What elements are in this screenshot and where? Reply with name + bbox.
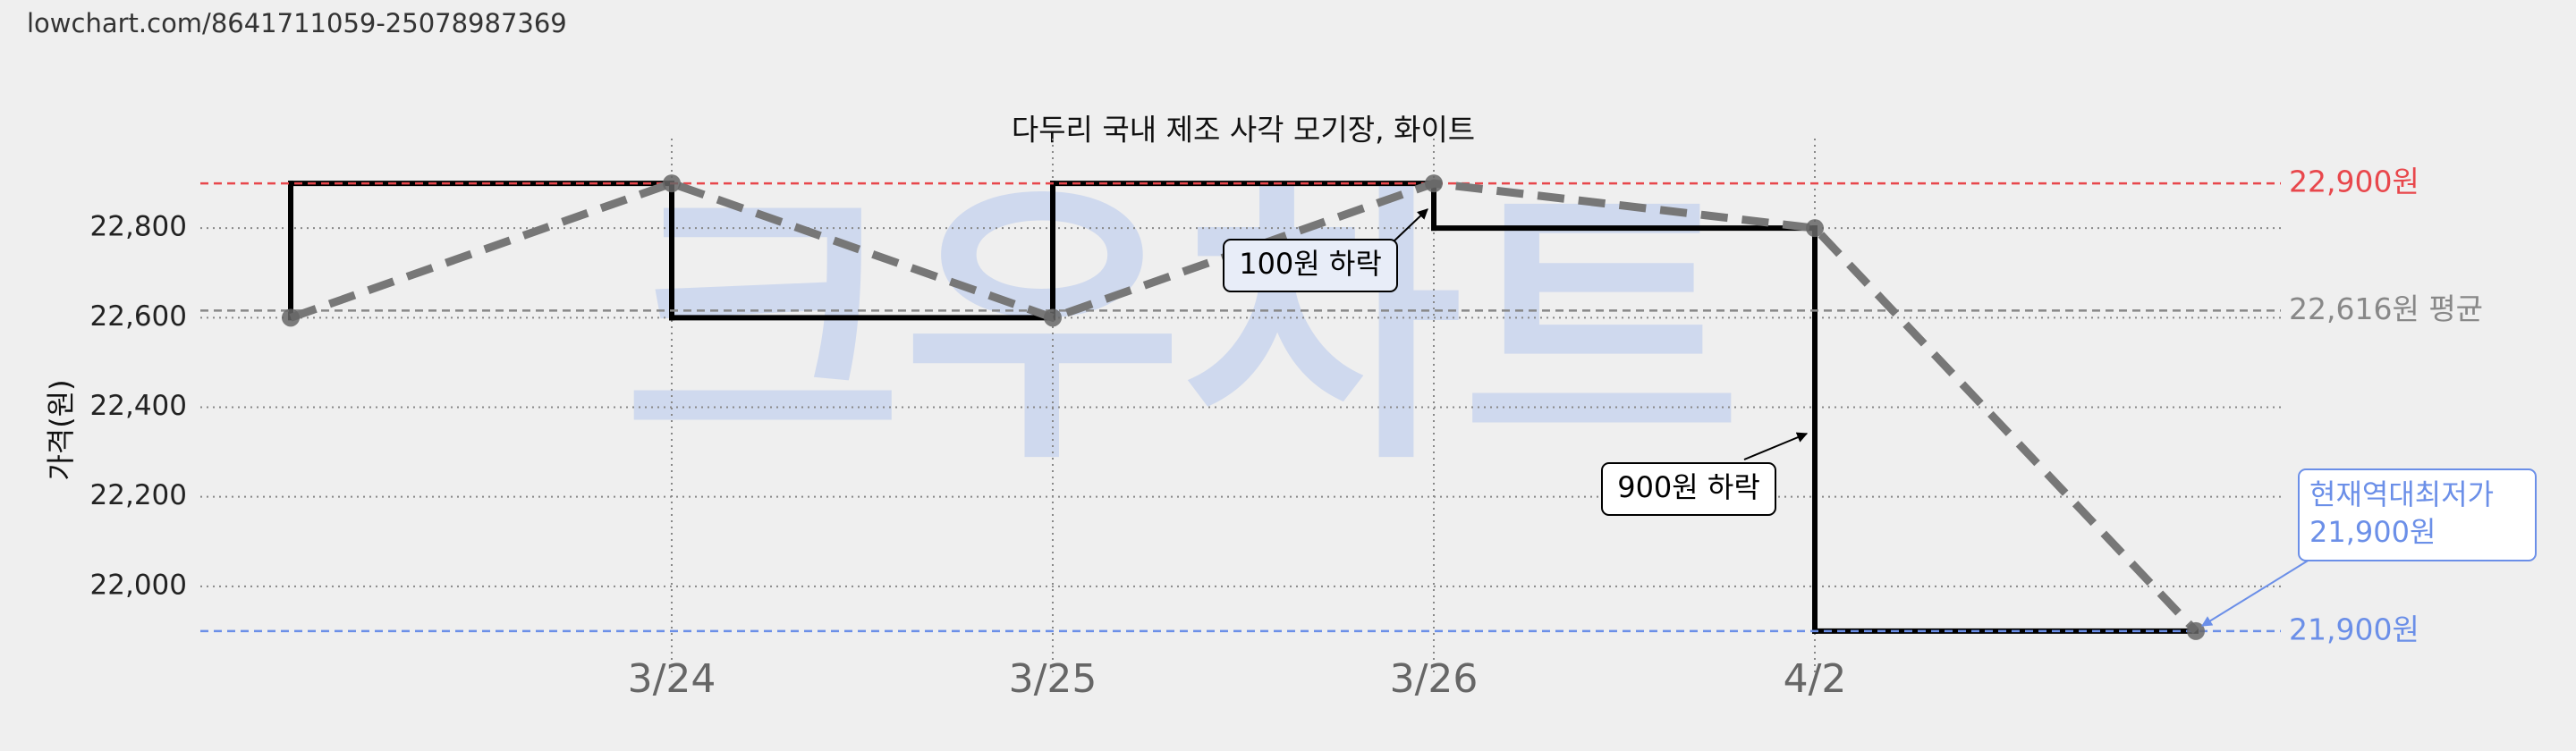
point bbox=[1806, 219, 1824, 238]
url: lowchart.com/8641711059-25078987369 bbox=[27, 8, 567, 38]
chart-title: 다두리 국내 제조 사각 모기장, 화이트 bbox=[1012, 113, 1475, 148]
x-tick-label: 3/26 bbox=[1390, 656, 1479, 702]
y-tick-label: 22,600 bbox=[90, 300, 187, 333]
point bbox=[663, 174, 681, 193]
reference-label: 21,900원 bbox=[2289, 612, 2419, 646]
y-tick-label: 22,200 bbox=[90, 479, 187, 511]
x-tick-label: 3/24 bbox=[628, 656, 716, 702]
y-tick-label: 22,000 bbox=[90, 569, 187, 601]
annotation-arrow bbox=[2200, 559, 2310, 627]
annotation-box bbox=[2298, 468, 2537, 561]
point bbox=[2187, 621, 2205, 640]
annotation-arrow bbox=[1391, 208, 1428, 244]
y-axis-label: 가격(원) bbox=[44, 379, 78, 480]
reference-label: 22,900원 bbox=[2289, 165, 2419, 199]
annotation-text: 900원 하락 bbox=[1617, 470, 1760, 504]
annotation-arrow bbox=[1743, 432, 1809, 460]
annotation-text: 100원 하락 bbox=[1239, 247, 1382, 281]
x-tick-label: 4/2 bbox=[1784, 656, 1847, 702]
y-tick-label: 22,800 bbox=[90, 211, 187, 243]
y-tick-label: 22,400 bbox=[90, 390, 187, 422]
x-tick-label: 3/25 bbox=[1009, 656, 1097, 702]
point bbox=[1044, 308, 1062, 327]
point bbox=[282, 308, 300, 327]
watermark: 크우차트 bbox=[623, 156, 1741, 499]
annotation-box bbox=[1601, 462, 1776, 516]
point bbox=[1425, 174, 1443, 193]
annotation-text: 현재역대최저가 bbox=[2309, 477, 2494, 511]
annotation-text: 21,900원 bbox=[2309, 515, 2436, 549]
annotation-box bbox=[1223, 239, 1398, 292]
reference-label: 22,616원 평균 bbox=[2289, 291, 2483, 326]
